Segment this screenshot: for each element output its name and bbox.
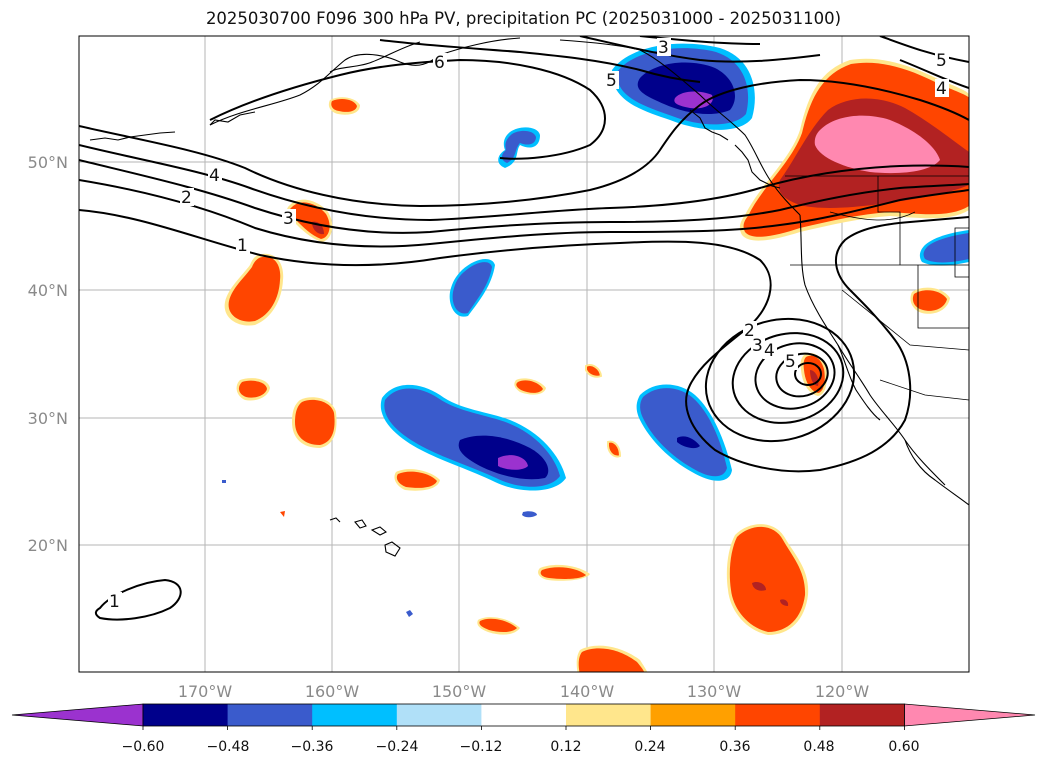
neg-anomaly-tiny-1 bbox=[522, 511, 537, 518]
lon-label-150w: 150°W bbox=[432, 682, 487, 701]
neg-anomaly-subtropical-west bbox=[380, 384, 566, 491]
colorbar-tick-label: 0.36 bbox=[719, 739, 750, 755]
pos-anomaly-south-3 bbox=[576, 645, 648, 672]
plot-border bbox=[78, 35, 970, 673]
contour-label-6: 6 bbox=[434, 53, 445, 73]
colorbar-tick-label: −0.48 bbox=[207, 739, 250, 755]
pos-anomaly-north-pacific-1 bbox=[286, 199, 333, 242]
colorbar-tick-label: 0.48 bbox=[803, 739, 834, 755]
coastlines bbox=[89, 37, 969, 557]
pos-anomaly-east bbox=[910, 287, 950, 314]
contour-label-3-north: 3 bbox=[658, 38, 669, 58]
colorbar-segment bbox=[481, 704, 567, 726]
contour-label-5-east: 5 bbox=[936, 51, 947, 71]
contour-label-1-southwest: 1 bbox=[109, 592, 120, 612]
contour-label-5: 5 bbox=[606, 71, 617, 91]
colorbar-extend-low bbox=[11, 703, 144, 727]
colorbar-tick-label: 0.24 bbox=[634, 739, 665, 755]
neg-anomaly-gulf-alaska bbox=[611, 43, 755, 130]
lon-label-140w: 140°W bbox=[560, 682, 615, 701]
borders bbox=[785, 175, 969, 401]
contour-label-3-low: 3 bbox=[752, 336, 763, 356]
contour-label-4-east: 4 bbox=[936, 79, 947, 99]
neg-anomaly-subtropical-east bbox=[636, 384, 732, 481]
neg-anomaly-tiny-2 bbox=[406, 610, 413, 617]
pos-anomaly-central-2 bbox=[585, 364, 603, 378]
colorbar-labels: −0.60 −0.48 −0.36 −0.24 −0.12 0.12 0.24 … bbox=[122, 739, 920, 755]
colorbar-segment bbox=[312, 704, 398, 726]
contour-label-1: 1 bbox=[237, 236, 248, 256]
pos-anomaly-south-mexico bbox=[726, 524, 809, 635]
pos-anomaly-west-2 bbox=[292, 397, 337, 448]
colorbar-tick-label: 0.12 bbox=[550, 739, 581, 755]
pos-anomaly-tiny bbox=[280, 511, 285, 517]
colorbar-border bbox=[142, 703, 905, 727]
colorbar-segment bbox=[819, 704, 905, 726]
neg-anomaly-tiny-3 bbox=[222, 480, 226, 483]
pos-anomaly-north-pacific-2 bbox=[224, 253, 284, 326]
colorbar-segment bbox=[566, 704, 652, 726]
colorbar-tick-label: −0.60 bbox=[122, 739, 165, 755]
pos-anomaly-west-3 bbox=[394, 469, 440, 491]
lon-label-130w: 130°W bbox=[687, 682, 742, 701]
pv-contours bbox=[79, 36, 969, 621]
colorbar-tick-label: 0.60 bbox=[888, 739, 919, 755]
pos-anomaly-central-3 bbox=[607, 440, 622, 458]
colorbar-segment bbox=[143, 704, 229, 726]
colorbar-tick-label: −0.36 bbox=[291, 739, 334, 755]
colorbar-segment bbox=[396, 704, 482, 726]
lon-label-120w: 120°W bbox=[815, 682, 870, 701]
contour-label-5-low: 5 bbox=[785, 352, 796, 372]
lon-label-170w: 170°W bbox=[178, 682, 233, 701]
pos-anomaly-north-pacific-3 bbox=[328, 97, 360, 115]
colorbar-segment bbox=[650, 704, 736, 726]
lat-label-20n: 20°N bbox=[28, 536, 68, 555]
contour-labels: 1 2 3 4 5 6 3 5 4 2 3 4 5 1 bbox=[108, 38, 949, 612]
contour-label-4-low: 4 bbox=[764, 341, 775, 361]
lon-label-160w: 160°W bbox=[305, 682, 360, 701]
neg-anomaly-central bbox=[449, 258, 495, 317]
contour-label-2-low: 2 bbox=[744, 321, 755, 341]
longitude-labels: 170°W 160°W 150°W 140°W 130°W 120°W bbox=[178, 682, 870, 701]
contour-label-2: 2 bbox=[181, 188, 192, 208]
lat-label-40n: 40°N bbox=[28, 281, 68, 300]
latitude-labels: 50°N 40°N 30°N 20°N bbox=[28, 153, 68, 555]
colorbar-segment bbox=[227, 704, 313, 726]
colorbar-extend-high bbox=[904, 703, 1036, 727]
colorbar bbox=[11, 703, 1036, 730]
chart-title: 2025030700 F096 300 hPa PV, precipitatio… bbox=[205, 9, 842, 28]
contour-label-4: 4 bbox=[209, 166, 220, 186]
neg-anomaly-northeast bbox=[919, 230, 969, 266]
pos-anomaly-south-1 bbox=[538, 564, 590, 581]
pos-anomaly-pacific-northwest bbox=[739, 58, 969, 241]
pos-anomaly-central-1 bbox=[514, 378, 546, 395]
lat-label-30n: 30°N bbox=[28, 409, 68, 428]
lat-label-50n: 50°N bbox=[28, 153, 68, 172]
colorbar-segment bbox=[735, 704, 821, 726]
colorbar-tick-label: −0.24 bbox=[376, 739, 419, 755]
pos-anomaly-west-1 bbox=[236, 378, 270, 401]
pos-anomaly-south-2 bbox=[477, 617, 520, 635]
colorbar-tick-label: −0.12 bbox=[460, 739, 503, 755]
contour-label-3: 3 bbox=[283, 209, 294, 229]
